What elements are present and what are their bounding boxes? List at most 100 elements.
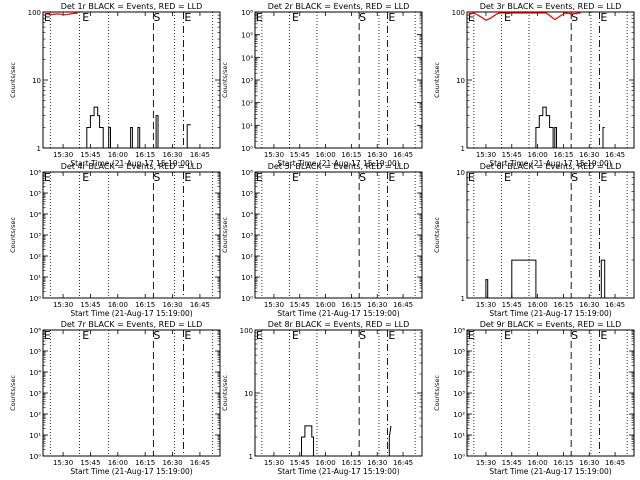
marker-label: E [184, 11, 191, 24]
y-axis-label: Counts/sec [433, 375, 441, 411]
marker-label: E [504, 171, 511, 184]
y-tick-label: 1 [461, 145, 465, 153]
marker-label: E [468, 171, 475, 184]
y-tick-label: 10⁶ [241, 169, 253, 177]
marker-label: E [256, 11, 263, 24]
y-tick-label: 10¹ [241, 274, 253, 282]
y-tick-label: 10² [29, 411, 41, 419]
lld-trace [44, 12, 78, 16]
marker-label: E [600, 171, 607, 184]
y-axis-label: Counts/sec [9, 375, 17, 411]
panel-title: Det 1r BLACK = Events, RED = LLD [61, 2, 203, 11]
panel-title: Det 9r BLACK = Events, RED = LLD [480, 320, 622, 329]
y-tick-label: 10⁵ [241, 190, 253, 198]
y-tick-label: 10 [456, 77, 465, 85]
x-tick-label: 16:45 [605, 301, 625, 309]
y-tick-label: 100 [28, 9, 41, 17]
marker-label: S [359, 11, 366, 24]
x-tick-label: 16:00 [315, 151, 335, 159]
plot-frame [466, 329, 635, 457]
y-axis-label: Counts/sec [9, 217, 17, 253]
x-tick-label: 16:45 [605, 459, 625, 467]
y-tick-label: 1 [461, 295, 465, 303]
y-tick-label: 10² [241, 100, 253, 108]
y-tick-label: 10¹ [29, 274, 41, 282]
plot-frame [254, 329, 423, 457]
marker-label: E [388, 171, 395, 184]
x-tick-label: 16:30 [579, 459, 599, 467]
x-tick-label: 16:30 [367, 151, 387, 159]
x-tick-label: 15:30 [476, 301, 496, 309]
x-axis-label: Start Time (21-Aug-17 15:19:00) [70, 467, 192, 476]
marker-label: E [44, 11, 51, 24]
y-tick-label: 10⁰ [29, 295, 41, 303]
y-tick-label: 10⁰ [241, 295, 253, 303]
marker-label: E [82, 171, 89, 184]
y-tick-label: 10⁴ [29, 369, 41, 377]
y-tick-label: 10⁵ [29, 348, 41, 356]
x-tick-label: 16:00 [315, 301, 335, 309]
x-tick-label: 16:45 [393, 459, 413, 467]
marker-label: E [292, 11, 299, 24]
x-tick-label: 15:30 [476, 151, 496, 159]
marker-label: S [571, 171, 578, 184]
y-tick-label: 10³ [453, 390, 465, 398]
y-tick-label: 100 [452, 9, 465, 17]
plot-frame [42, 171, 221, 299]
panel-title: Det 4r BLACK = Events, RED = LLD [61, 162, 203, 171]
marker-label: E [184, 171, 191, 184]
y-tick-label: 10⁵ [29, 190, 41, 198]
x-tick-label: 16:15 [341, 459, 361, 467]
y-tick-label: 1 [249, 453, 253, 461]
y-axis-label: Counts/sec [433, 217, 441, 253]
y-tick-label: 10⁰ [241, 145, 253, 153]
x-tick-label: 15:45 [290, 151, 310, 159]
y-tick-label: 10⁰ [453, 453, 465, 461]
x-axis-label: Start Time (21-Aug-17 15:19:00) [489, 309, 611, 318]
y-axis-label: Counts/sec [221, 62, 229, 98]
y-tick-label: 100 [240, 327, 253, 335]
y-tick-label: 10⁴ [241, 211, 253, 219]
marker-label: S [153, 171, 160, 184]
x-axis-label: Start Time (21-Aug-17 15:19:00) [70, 159, 192, 168]
events-trace [485, 259, 606, 299]
y-tick-label: 10¹ [241, 122, 253, 130]
x-tick-label: 15:30 [264, 459, 284, 467]
x-axis-label: Start Time (21-Aug-17 15:19:00) [489, 467, 611, 476]
x-tick-label: 16:15 [553, 151, 573, 159]
y-tick-label: 10² [29, 253, 41, 261]
y-tick-label: 10⁴ [241, 54, 253, 62]
panel-title: Det 7r BLACK = Events, RED = LLD [61, 320, 203, 329]
y-tick-label: 10⁵ [453, 348, 465, 356]
y-tick-label: 10⁶ [241, 9, 253, 17]
marker-label: E [44, 171, 51, 184]
x-tick-label: 16:00 [527, 459, 547, 467]
marker-label: E [468, 11, 475, 24]
x-tick-label: 15:30 [264, 151, 284, 159]
x-tick-label: 16:00 [108, 459, 128, 467]
x-tick-label: 16:15 [135, 301, 155, 309]
marker-label: S [153, 11, 160, 24]
marker-label: E [292, 329, 299, 342]
marker-label: S [359, 329, 366, 342]
y-tick-label: 1 [37, 145, 41, 153]
x-axis-label: Start Time (21-Aug-17 15:19:00) [489, 159, 611, 168]
y-tick-label: 10 [32, 77, 41, 85]
x-tick-label: 16:15 [553, 459, 573, 467]
x-tick-label: 16:00 [315, 459, 335, 467]
y-tick-label: 10 [244, 390, 253, 398]
marker-label: S [571, 329, 578, 342]
x-tick-label: 16:45 [393, 301, 413, 309]
marker-label: E [600, 329, 607, 342]
y-tick-label: 10⁶ [29, 169, 41, 177]
y-tick-label: 10³ [29, 390, 41, 398]
y-tick-label: 10² [453, 411, 465, 419]
marker-label: S [359, 171, 366, 184]
